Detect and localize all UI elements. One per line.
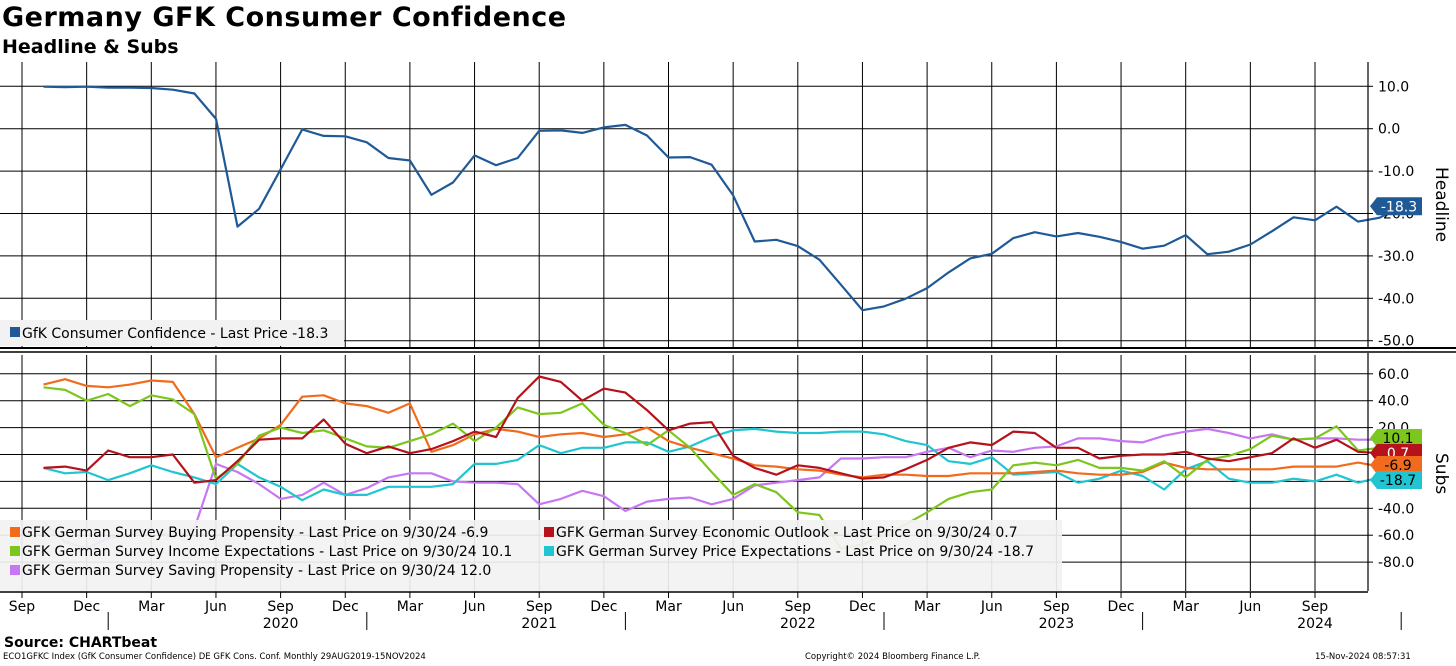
legend-label-buying: GFK German Survey Buying Propensity - La… [22,525,488,541]
y-tick-label: -60.0 [1378,528,1414,544]
y-tick-label: 10.0 [1378,79,1409,95]
last-value-label-price: -18.7 [1380,473,1416,489]
x-month-label: Sep [1302,599,1329,615]
series-line-price [43,427,1402,502]
legend-swatch-price [544,546,554,556]
legend-label-headline: GfK Consumer Confidence - Last Price -18… [22,326,328,342]
legend-swatch-income [10,546,20,556]
legend-swatch-outlook [544,527,554,537]
x-month-label: Dec [1108,599,1135,615]
x-month-label: Mar [138,599,165,615]
legend-box-bottom [0,520,1062,591]
y-tick-label: 60.0 [1378,367,1409,383]
axis-title-headline: Headline [1431,167,1451,242]
x-month-label: Sep [9,599,36,615]
legend-label-outlook: GFK German Survey Economic Outlook - Las… [556,525,1018,541]
chart-subtitle: Headline & Subs [2,36,179,58]
x-month-label: Sep [267,599,294,615]
legend-swatch-headline [10,327,20,337]
x-month-label: Mar [655,599,682,615]
legend-swatch-buying [10,527,20,537]
series-line-income [43,386,1402,550]
x-month-label: Sep [526,599,553,615]
series-line-buying [43,378,1402,479]
x-year-label: 2024 [1297,616,1333,632]
x-month-label: Jun [463,599,486,615]
y-tick-label: -30.0 [1378,249,1414,265]
x-year-label: 2020 [263,616,299,632]
y-tick-label: 0.0 [1378,122,1400,138]
legend-label-income: GFK German Survey Income Expectations - … [22,544,512,560]
last-value-label-headline: -18.3 [1381,199,1417,215]
x-month-label: Sep [1043,599,1070,615]
x-month-label: Jun [980,599,1003,615]
x-axis: Sep Dec Mar Jun Sep Dec Mar Jun Sep Dec Mar Jun Sep D… [9,592,1402,632]
x-month-label: Sep [785,599,812,615]
x-month-label: Mar [914,599,941,615]
y-tick-label: -10.0 [1378,164,1414,180]
series-line-saving [42,427,1402,550]
last-value-flag-headline [1370,197,1422,216]
legend-swatch-saving [10,565,20,575]
y-tick-label: 40.0 [1378,394,1409,410]
panel-frames [0,62,1456,593]
legend-box-top [0,320,344,346]
source-note: Source: CHARTbeat [4,635,158,651]
x-month-label: Jun [204,599,227,615]
last-value-flag-income [1370,429,1422,447]
x-year-label: 2023 [1039,616,1075,632]
x-month-label: Dec [590,599,617,615]
footer-timestamp: 15-Nov-2024 08:57:31 [1315,652,1411,662]
last-value-flag-buying [1370,456,1422,474]
series-line-headline [43,85,1402,312]
x-month-label: Dec [849,599,876,615]
panel-divider-gap [0,347,1456,353]
x-year-label: 2021 [521,616,557,632]
x-month-label: Mar [1172,599,1199,615]
x-year-label: 2022 [780,616,816,632]
y-tick-label: -40.0 [1378,291,1414,307]
legend-label-saving: GFK German Survey Saving Propensity - La… [22,563,491,579]
last-value-label-buying: -6.9 [1384,458,1411,474]
y-tick-label: -50.0 [1378,334,1414,350]
last-value-label-income: 10.1 [1382,431,1413,447]
footer-copyright: Copyright© 2024 Bloomberg Finance L.P. [805,652,981,662]
x-month-label: Dec [332,599,359,615]
legend-label-price: GFK German Survey Price Expectations - L… [556,544,1034,560]
x-month-label: Jun [721,599,744,615]
series-line-outlook [43,375,1402,484]
x-month-label: Dec [73,599,100,615]
y-axis-ticks: 10.00.0-10.0-20.0-30.0-40.0-50.060.040.0… [1368,79,1451,571]
x-month-label: Mar [397,599,424,615]
legends: GfK Consumer Confidence - Last Price -18… [0,320,1062,591]
x-month-label: Jun [1238,599,1261,615]
last-value-flag-price [1370,471,1422,489]
footer-ticker-info: ECO1GFKC Index (GfK Consumer Confidence)… [3,652,426,662]
y-tick-label: -80.0 [1378,555,1414,571]
last-value-markers: -18.310.10.7-6.9-18.7 [1370,197,1422,489]
chart-title: Germany GFK Consumer Confidence [2,2,567,33]
series-lines [42,85,1402,550]
y-tick-label: -40.0 [1378,501,1414,517]
axis-title-subs: Subs [1431,453,1451,494]
